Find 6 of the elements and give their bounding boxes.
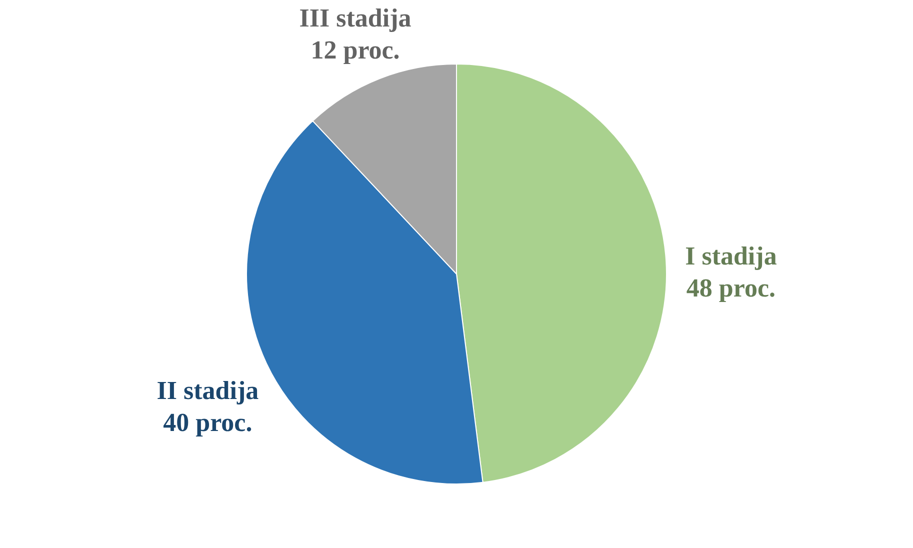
slice-label: II stadija (156, 376, 259, 406)
data-label: 40 proc. (163, 408, 252, 438)
slice-label: I stadija (685, 242, 777, 271)
slice-label: III stadija (299, 3, 412, 32)
data-label: 48 proc. (686, 274, 776, 303)
data-label: 12 proc. (310, 35, 400, 64)
